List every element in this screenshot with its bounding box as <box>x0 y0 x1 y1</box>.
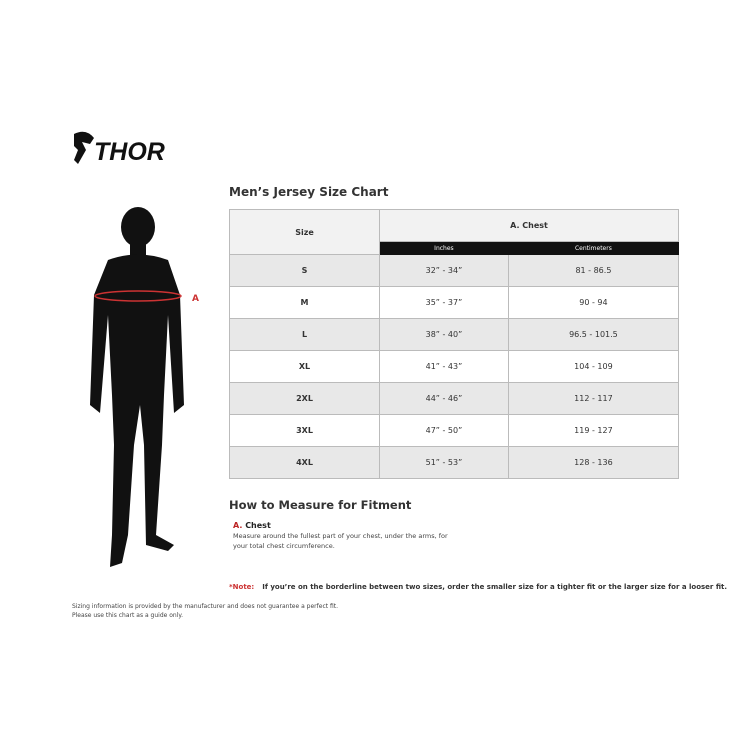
measure-name: Chest <box>245 521 271 530</box>
note-label: *Note: <box>229 583 255 591</box>
cell-size: 4XL <box>229 446 380 479</box>
body-silhouette <box>78 205 188 581</box>
disclaimer: Sizing information is provided by the ma… <box>72 602 372 620</box>
measure-label: A. Chest <box>233 521 271 530</box>
cell-inches: 41” - 43” <box>379 350 509 383</box>
cell-size: L <box>229 318 380 351</box>
disclaimer-line: Please use this chart as a guide only. <box>72 612 183 619</box>
thor-logo: THOR <box>72 130 182 170</box>
chest-marker-label: A <box>192 294 199 304</box>
table-row: S 32” - 34” 81 - 86.5 <box>229 254 680 287</box>
cell-cm: 128 - 136 <box>507 446 680 479</box>
cell-inches: 35” - 37” <box>379 286 509 319</box>
table-row: 2XL 44” - 46” 112 - 117 <box>229 382 680 415</box>
cell-inches: 32” - 34” <box>379 254 509 287</box>
cm-header: Centimeters <box>507 241 680 255</box>
cell-cm: 90 - 94 <box>507 286 680 319</box>
measure-description: Measure around the fullest part of your … <box>233 532 448 550</box>
size-table: Size A. Chest Inches Centimeters S 32” - … <box>229 209 680 479</box>
inches-header: Inches <box>379 241 509 255</box>
table-row: 4XL 51” - 53” 128 - 136 <box>229 446 680 479</box>
cell-cm: 81 - 86.5 <box>507 254 680 287</box>
chest-header: A. Chest <box>379 209 679 242</box>
table-row: M 35” - 37” 90 - 94 <box>229 286 680 319</box>
size-header: Size <box>229 209 380 255</box>
chart-title: Men’s Jersey Size Chart <box>229 185 389 199</box>
cell-cm: 119 - 127 <box>507 414 680 447</box>
cell-size: M <box>229 286 380 319</box>
cell-cm: 104 - 109 <box>507 350 680 383</box>
cell-size: S <box>229 254 380 287</box>
measure-letter: A. <box>233 521 243 530</box>
cell-cm: 96.5 - 101.5 <box>507 318 680 351</box>
table-row: XL 41” - 43” 104 - 109 <box>229 350 680 383</box>
cell-inches: 44” - 46” <box>379 382 509 415</box>
cell-inches: 51” - 53” <box>379 446 509 479</box>
cell-inches: 47” - 50” <box>379 414 509 447</box>
cell-size: 2XL <box>229 382 380 415</box>
cell-size: XL <box>229 350 380 383</box>
cell-size: 3XL <box>229 414 380 447</box>
fit-note: *Note: If you’re on the borderline betwee… <box>229 583 727 591</box>
note-text: If you’re on the borderline between two … <box>262 583 728 591</box>
cell-cm: 112 - 117 <box>507 382 680 415</box>
table-row: 3XL 47” - 50” 119 - 127 <box>229 414 680 447</box>
measure-heading: How to Measure for Fitment <box>229 498 412 512</box>
logo-text: THOR <box>94 138 165 166</box>
table-row: L 38” - 40” 96.5 - 101.5 <box>229 318 680 351</box>
disclaimer-line: Sizing information is provided by the ma… <box>72 603 339 610</box>
cell-inches: 38” - 40” <box>379 318 509 351</box>
